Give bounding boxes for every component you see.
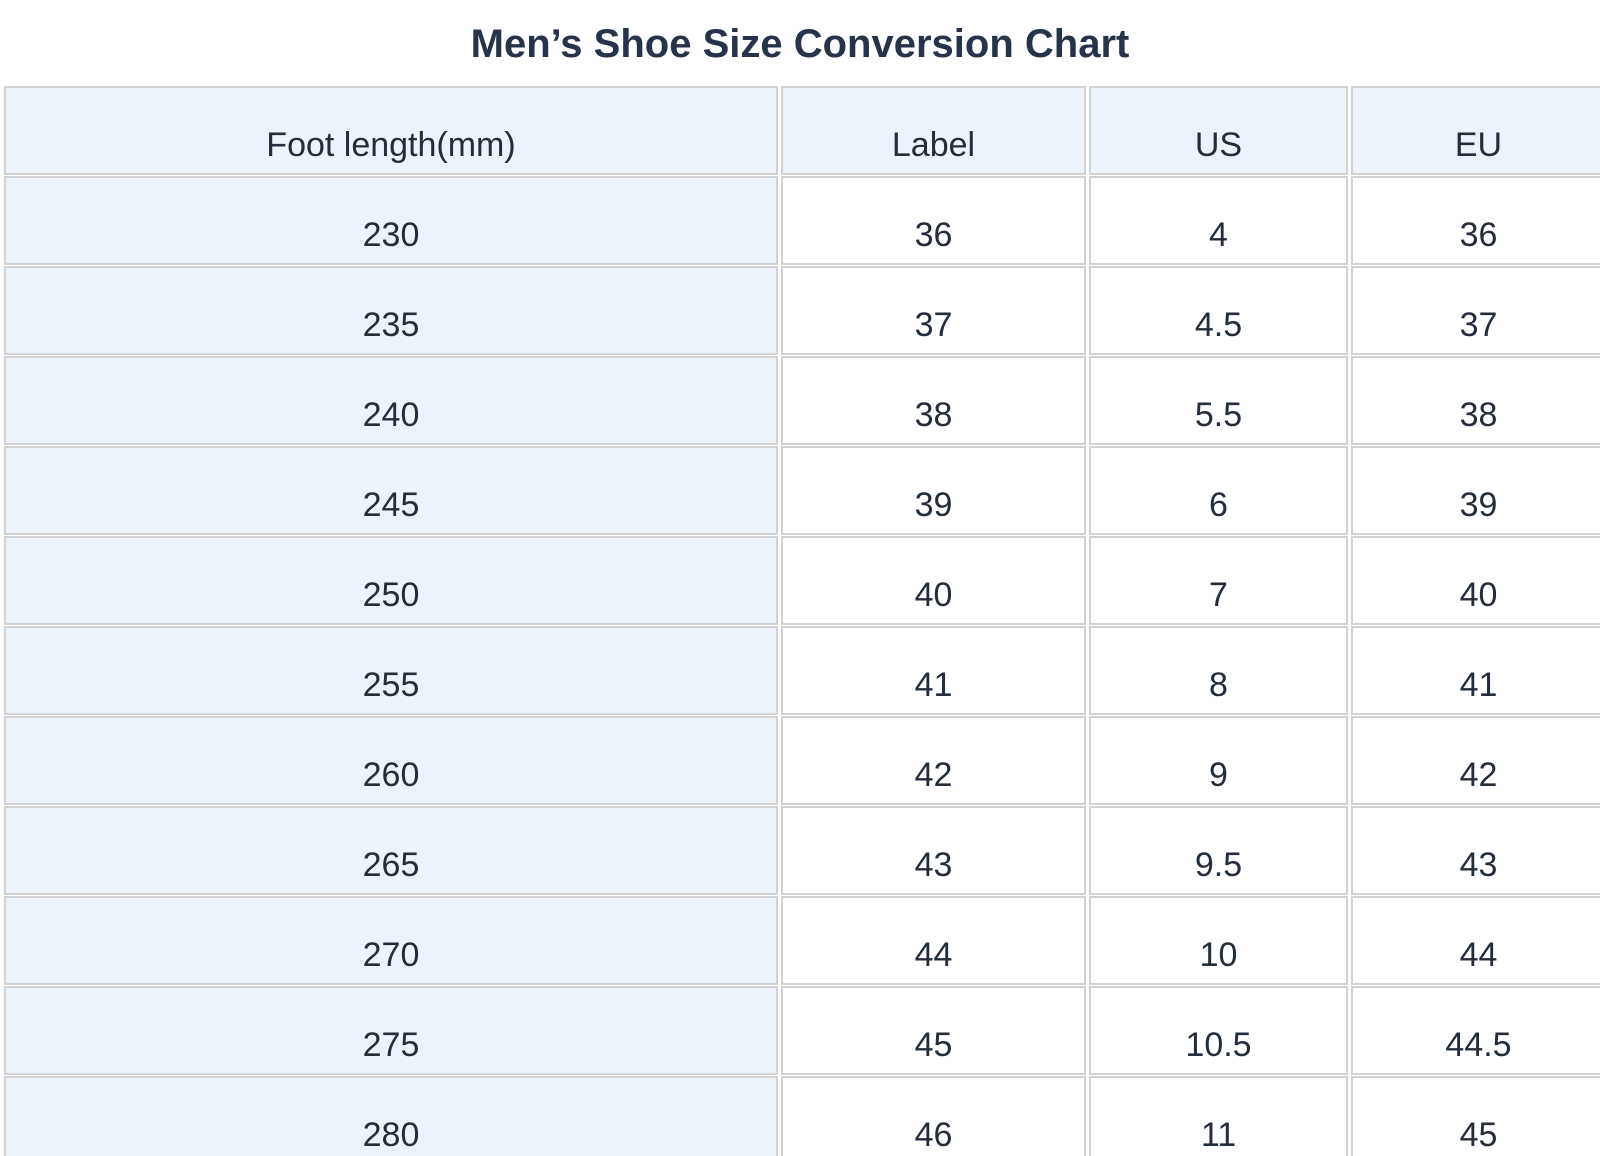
cell-foot-length: 265 <box>4 806 778 895</box>
cell-eu: 38 <box>1351 356 1600 445</box>
cell-label: 37 <box>781 266 1086 355</box>
cell-us: 5.5 <box>1089 356 1348 445</box>
table-row: 260 42 9 42 <box>4 716 1600 805</box>
table-row: 235 37 4.5 37 <box>4 266 1600 355</box>
column-header-eu: EU <box>1351 86 1600 175</box>
cell-us: 4 <box>1089 176 1348 265</box>
cell-eu: 40 <box>1351 536 1600 625</box>
cell-us: 6 <box>1089 446 1348 535</box>
cell-foot-length: 240 <box>4 356 778 445</box>
cell-eu: 45 <box>1351 1076 1600 1156</box>
cell-label: 41 <box>781 626 1086 715</box>
cell-label: 45 <box>781 986 1086 1075</box>
cell-foot-length: 230 <box>4 176 778 265</box>
cell-label: 42 <box>781 716 1086 805</box>
cell-eu: 36 <box>1351 176 1600 265</box>
cell-label: 36 <box>781 176 1086 265</box>
cell-us: 10 <box>1089 896 1348 985</box>
column-header-us: US <box>1089 86 1348 175</box>
cell-us: 8 <box>1089 626 1348 715</box>
cell-label: 39 <box>781 446 1086 535</box>
table-row: 250 40 7 40 <box>4 536 1600 625</box>
table-row: 245 39 6 39 <box>4 446 1600 535</box>
header-row: Foot length(mm) Label US EU <box>4 86 1600 175</box>
cell-us: 10.5 <box>1089 986 1348 1075</box>
cell-foot-length: 260 <box>4 716 778 805</box>
table-row: 240 38 5.5 38 <box>4 356 1600 445</box>
cell-eu: 44 <box>1351 896 1600 985</box>
cell-label: 38 <box>781 356 1086 445</box>
cell-label: 43 <box>781 806 1086 895</box>
table-row: 230 36 4 36 <box>4 176 1600 265</box>
cell-label: 40 <box>781 536 1086 625</box>
cell-eu: 42 <box>1351 716 1600 805</box>
cell-us: 4.5 <box>1089 266 1348 355</box>
cell-label: 46 <box>781 1076 1086 1156</box>
cell-us: 9.5 <box>1089 806 1348 895</box>
table-row: 275 45 10.5 44.5 <box>4 986 1600 1075</box>
cell-us: 7 <box>1089 536 1348 625</box>
cell-label: 44 <box>781 896 1086 985</box>
cell-foot-length: 270 <box>4 896 778 985</box>
cell-foot-length: 275 <box>4 986 778 1075</box>
cell-foot-length: 280 <box>4 1076 778 1156</box>
page-title: Men’s Shoe Size Conversion Chart <box>470 22 1130 66</box>
table-row: 265 43 9.5 43 <box>4 806 1600 895</box>
cell-eu: 41 <box>1351 626 1600 715</box>
cell-us: 11 <box>1089 1076 1348 1156</box>
table-body: 230 36 4 36 235 37 4.5 37 240 38 5.5 38 245 39 6 39 250 4… <box>4 176 1600 1156</box>
cell-foot-length: 235 <box>4 266 778 355</box>
cell-eu: 37 <box>1351 266 1600 355</box>
cell-eu: 39 <box>1351 446 1600 535</box>
column-header-foot-length: Foot length(mm) <box>4 86 778 175</box>
cell-foot-length: 250 <box>4 536 778 625</box>
table-row: 255 41 8 41 <box>4 626 1600 715</box>
cell-foot-length: 255 <box>4 626 778 715</box>
table-row: 270 44 10 44 <box>4 896 1600 985</box>
table-row: 280 46 11 45 <box>4 1076 1600 1156</box>
cell-eu: 44.5 <box>1351 986 1600 1075</box>
size-conversion-table: Foot length(mm) Label US EU 230 36 4 36 235 3… <box>1 85 1600 1156</box>
cell-foot-length: 245 <box>4 446 778 535</box>
column-header-label: Label <box>781 86 1086 175</box>
cell-us: 9 <box>1089 716 1348 805</box>
cell-eu: 43 <box>1351 806 1600 895</box>
